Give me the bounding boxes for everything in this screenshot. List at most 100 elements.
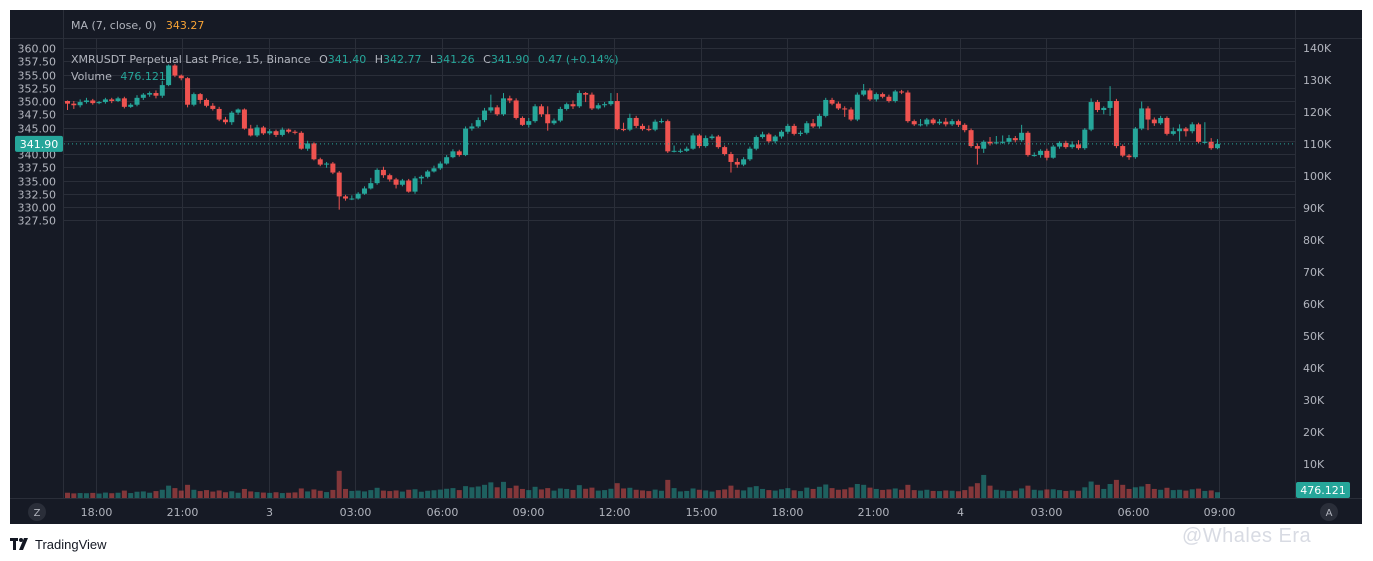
- volume-bar: [722, 489, 728, 498]
- candle-body: [785, 125, 791, 132]
- price-axis[interactable]: 360.00357.50355.00352.50350.00347.50345.…: [18, 43, 57, 228]
- volume-bar: [349, 490, 355, 498]
- volume-bar: [955, 491, 961, 498]
- candle-body: [254, 127, 260, 136]
- candle-body: [993, 142, 999, 144]
- candle-body: [292, 131, 298, 133]
- volume-bar: [185, 484, 191, 498]
- volume-tick-label: 70K: [1303, 266, 1325, 279]
- candle-body: [545, 114, 551, 124]
- volume-bar: [267, 492, 273, 498]
- volume-bar: [918, 490, 924, 498]
- volume-bar: [993, 489, 999, 498]
- candle-body: [355, 193, 361, 199]
- volume-bar: [1170, 490, 1176, 498]
- z-button-label: Z: [34, 508, 41, 519]
- volume-bar: [298, 488, 304, 498]
- candle-body: [557, 108, 563, 121]
- volume-bar: [671, 488, 677, 498]
- volume-bar: [728, 485, 734, 498]
- volume-bar: [494, 487, 500, 498]
- volume-axis[interactable]: 140K 130K 120K 110K 100K 90K 80K 70K 60K 50K 40K 30…: [1303, 42, 1332, 471]
- volume-bar: [766, 490, 772, 498]
- candle-body: [722, 147, 728, 154]
- volume-bar: [823, 484, 829, 498]
- volume-tick-label: 40K: [1303, 362, 1325, 375]
- candle-body: [1031, 155, 1037, 157]
- volume-bar: [633, 489, 639, 498]
- candle-body: [703, 138, 709, 147]
- candle-body: [412, 178, 418, 192]
- volume-bar: [589, 487, 595, 498]
- candle-body: [1000, 141, 1006, 143]
- candle-body: [829, 99, 835, 104]
- volume-bar: [431, 490, 437, 498]
- volume-bar: [128, 493, 134, 498]
- candle-body: [71, 103, 77, 106]
- volume-bar: [1000, 490, 1006, 498]
- candle-body: [1132, 128, 1138, 158]
- volume-bar: [646, 491, 652, 498]
- candle-body: [538, 106, 544, 115]
- candle-body: [621, 129, 627, 131]
- candle-body: [1120, 146, 1126, 156]
- volume-bar: [210, 491, 216, 498]
- volume-bar: [121, 490, 127, 498]
- time-tick-label: 03:00: [340, 506, 372, 519]
- candle-body: [387, 175, 393, 180]
- candle-body: [1177, 128, 1183, 132]
- candle-body: [1202, 141, 1208, 143]
- volume-bar: [1094, 484, 1100, 498]
- low-label: L: [430, 53, 437, 66]
- volume-bar: [816, 486, 822, 498]
- volume-bar: [140, 491, 146, 498]
- volume-bar: [229, 491, 235, 498]
- candle-body: [633, 117, 639, 126]
- candle-body: [1006, 138, 1012, 142]
- candlestick-chart[interactable]: 360.00357.50355.00352.50350.00347.50345.…: [10, 10, 1362, 524]
- candle-body: [153, 93, 159, 96]
- candle-body: [747, 148, 753, 160]
- open-value: 341.40: [328, 53, 367, 66]
- volume-bar: [1177, 489, 1183, 498]
- a-button[interactable]: A: [1320, 503, 1338, 521]
- volume-bar: [387, 491, 393, 498]
- volume-bar: [412, 489, 418, 498]
- volume-tick-label: 50K: [1303, 330, 1325, 343]
- volume-bar: [1120, 484, 1126, 498]
- candle-body: [500, 98, 506, 115]
- volume-bar: [753, 486, 759, 498]
- candle-body: [930, 119, 936, 124]
- a-button-label: A: [1326, 508, 1333, 519]
- candle-body: [513, 100, 519, 118]
- volume-bar: [1107, 484, 1113, 498]
- volume-bar: [854, 484, 860, 498]
- candle-body: [406, 180, 412, 192]
- volume-bar: [1158, 489, 1164, 498]
- candle-body: [880, 94, 886, 97]
- candle-body: [924, 119, 930, 125]
- volume-bar: [286, 492, 292, 498]
- volume-bar: [1012, 490, 1018, 498]
- volume-bar: [305, 491, 311, 498]
- candle-body: [728, 154, 734, 162]
- candle-body: [1158, 117, 1164, 124]
- tradingview-brand[interactable]: TradingView: [10, 535, 107, 553]
- candle-body: [222, 119, 228, 123]
- z-button[interactable]: Z: [28, 503, 46, 521]
- candle-body: [1057, 142, 1063, 147]
- candle-body: [810, 123, 816, 127]
- volume-bar: [557, 488, 563, 498]
- time-axis[interactable]: 18:00 21:00 3 03:00 06:00 09:00 12:00 15:00 18:0…: [81, 506, 1236, 519]
- volume-bar: [273, 492, 279, 498]
- chart-frame[interactable]: [10, 10, 1362, 524]
- volume-bar: [810, 488, 816, 498]
- volume-bar: [324, 492, 330, 498]
- candle-body: [936, 121, 942, 124]
- svg-text:XMRUSDT Perpetual Last Price,: XMRUSDT Perpetual Last Price, 15, Binanc…: [71, 53, 619, 66]
- volume-bar: [1050, 489, 1056, 498]
- candle-body: [1012, 138, 1018, 141]
- candle-body: [1126, 155, 1132, 158]
- volume-bar: [747, 487, 753, 498]
- volume-bar: [532, 486, 538, 498]
